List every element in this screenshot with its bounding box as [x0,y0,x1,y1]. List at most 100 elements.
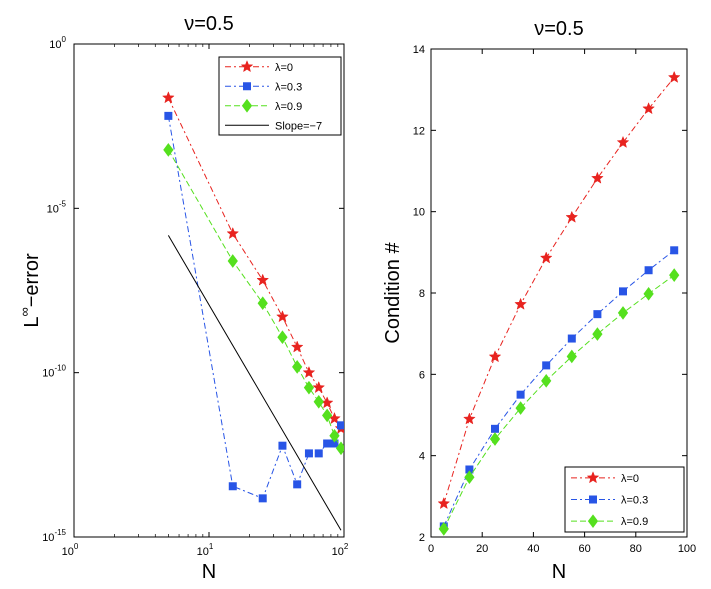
data-point [491,424,499,433]
data-point [164,111,173,120]
data-point [644,266,653,275]
x-tick-label: 40 [527,543,539,555]
y-tick-label: 14 [413,44,425,56]
data-point [335,441,344,456]
data-point [314,449,323,458]
legend-marker [589,495,597,504]
legend-marker [240,60,254,73]
data-point [592,327,603,341]
x-tick-label: 60 [578,543,590,555]
data-point [643,286,654,301]
data-point [227,254,238,268]
data-point [539,251,553,264]
x-tick-label: 100 [678,543,696,555]
series-line-3 [443,274,675,530]
data-point [593,310,602,319]
data-point [617,306,629,320]
data-point [322,408,333,423]
legend-label: λ=0.9 [275,101,302,113]
x-tick-label: 101 [197,542,214,558]
y-tick-label: 2 [419,532,425,544]
data-point [302,365,316,379]
legend: λ=0 λ=0.3 λ=0.9 [564,466,685,533]
data-point [515,401,526,415]
x-tick-label: 0 [428,543,434,555]
data-point [566,349,577,364]
y-tick-label: 4 [419,451,425,463]
data-point [292,360,303,374]
data-point [303,380,315,395]
y-tick-label: 10 [413,207,425,219]
data-point [619,287,627,296]
data-point [488,350,502,363]
x-tick-label: 20 [476,543,488,555]
data-point [463,412,476,425]
data-point [161,91,175,104]
legend-marker [587,514,599,529]
data-point [276,310,289,323]
legend-label: λ=0.3 [275,81,302,93]
chart-panel-2: 0 20 40 60 80 100 2 4 6 8 10 12 14 ν=0.5 N Condition # λ… [382,18,696,583]
chart-panel-1: 100 101 102 100 10-5 10-10 10-15 ν=0.5 N L∞−error… [17,13,349,583]
series-line-2 [443,249,675,527]
legend-label: λ=0 [275,62,293,74]
data-point [312,380,326,394]
data-point [277,330,288,345]
legend-marker [586,471,600,484]
y-tick-label: 100 [49,35,66,51]
y-tick-label: 8 [419,288,425,300]
chart-title: ν=0.5 [184,13,233,35]
series-line-2 [167,115,342,500]
data-point [304,449,313,458]
series-line-4 [167,235,342,531]
x-tick-label: 80 [630,543,642,555]
series-line-1 [443,77,675,504]
data-point [541,374,552,388]
y-tick-label: 12 [413,125,425,137]
data-point [669,268,680,282]
data-point [591,171,604,184]
data-point [670,246,679,255]
data-point [258,494,267,503]
series-line-3 [167,149,342,449]
legend-label: Slope=−7 [275,120,322,132]
data-point [516,390,525,399]
plot-area [437,70,681,536]
legend-marker [241,98,253,113]
y-tick-label: 6 [419,369,425,381]
legend: λ=0 λ=0.3 λ=0.9 Slope=−7 [218,56,342,136]
data-point [163,143,174,157]
plot-area [161,91,344,531]
y-tick-label: 10-5 [47,199,67,215]
data-point [256,273,270,286]
data-point [313,394,324,409]
data-point [667,70,681,83]
data-point [257,296,268,311]
data-point [226,226,240,240]
legend-label: λ=0 [621,473,639,485]
data-point [228,482,237,491]
data-point [336,421,344,430]
legend-box [218,56,342,136]
data-point [642,102,655,115]
data-point [329,428,340,443]
y-axis-label: Condition # [382,242,404,344]
legend-label: λ=0.9 [621,516,648,528]
series-line-1 [167,97,342,429]
x-axis-label: N [552,561,566,583]
chart-title: ν=0.5 [534,18,583,40]
x-axis-label: N [202,561,216,583]
legend-marker [243,82,251,91]
data-point [464,470,475,485]
legend-label: λ=0.3 [621,495,648,507]
data-point [542,361,551,370]
data-point [489,432,501,446]
data-point [437,496,451,510]
data-point [278,441,287,450]
x-tick-label: 102 [332,542,349,558]
y-tick-label: 10-15 [42,528,66,544]
data-point [290,340,304,353]
y-tick-label: 10-10 [42,364,66,380]
data-point [323,439,332,448]
